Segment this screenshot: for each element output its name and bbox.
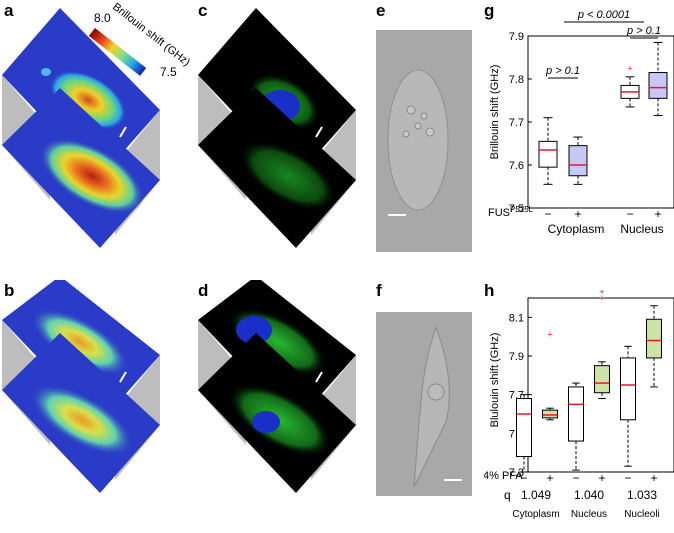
x-tick-sign: + [598, 471, 605, 485]
y-tick-label: 7.3 [509, 467, 524, 479]
brightfield-panel-f [376, 312, 472, 496]
box-body [538, 140, 558, 168]
colorbar [88, 28, 147, 76]
y-tick-label: 7.9 [509, 31, 524, 43]
boxplot-panel-h: Blulouin shift (GHz) 7.37.57.77.98.1−++−… [484, 287, 674, 520]
panel-label-f: f [376, 281, 382, 300]
y-tick-label: 8.1 [509, 312, 524, 324]
brillouin-map-panel-a: 8.0 7.5 Brillouin shift (GHz) [2, 1, 192, 248]
nucleus-stain [252, 411, 280, 433]
plot-frame [527, 297, 674, 473]
x-tick-sign: + [650, 471, 657, 485]
plot-frame [527, 35, 674, 209]
scale-bar [119, 126, 127, 138]
pfa-label: 4% PFA [484, 470, 523, 482]
y-axis-label: Blulouin shift (GHz) [489, 333, 501, 428]
significance-label: p > 0.1 [545, 65, 580, 77]
q-value-cytoplasm: 1.049 [521, 488, 551, 502]
cell-outline [413, 325, 450, 488]
brillouin-map-panel-b [2, 280, 160, 493]
box-body [568, 145, 588, 177]
scale-bar [119, 371, 127, 383]
panel-label-c: c [198, 1, 208, 20]
plot-area: 7.5 7.6 7.7 7.8 7.9 − + + − + p > 0.1 p > 0.1 p < 0.… [509, 9, 674, 221]
x-tick-sign: + [574, 207, 581, 221]
group-label-nucleoli: Nucleoli [624, 509, 660, 520]
y-tick-label: 7.8 [509, 74, 524, 86]
y-tick-label: 7.5 [509, 203, 524, 215]
group-label-nucleus: Nucleus [571, 509, 607, 520]
brightfield-panel-e [376, 30, 472, 252]
panel-label-h: h [484, 281, 495, 300]
y-tick-label: 7.7 [509, 117, 524, 129]
panel-label-e: e [376, 1, 386, 20]
fus-label: FUSP525L [488, 205, 534, 219]
box-body [516, 398, 532, 458]
box-body [568, 386, 584, 442]
q-value-nucleus: 1.040 [574, 488, 604, 502]
box-body [620, 357, 636, 421]
group-label-cytoplasm: Cytoplasm [548, 222, 605, 236]
x-tick-sign: − [572, 471, 579, 485]
group-label-nucleus: Nucleus [620, 222, 663, 236]
box-outlier: + [599, 293, 604, 303]
x-tick-sign: − [544, 207, 551, 221]
scale-bar [315, 469, 323, 481]
panel-label-g: g [484, 1, 495, 20]
panel-label-b: b [4, 281, 15, 300]
plot-area: 7.37.57.77.98.1−++−+++−+ [509, 287, 674, 485]
nucleus-stain [236, 316, 272, 344]
group-label-cytoplasm: Cytoplasm [512, 509, 559, 520]
x-tick-sign: + [546, 471, 553, 485]
significance-label: p < 0.0001 [577, 9, 630, 21]
y-tick-label: 7.6 [509, 160, 524, 172]
box-outlier: + [627, 63, 632, 73]
q-label: q [504, 488, 511, 502]
scale-bar [119, 469, 127, 481]
x-tick-sign: + [654, 207, 661, 221]
colorbar-min-label: 7.5 [160, 65, 177, 79]
q-value-nucleoli: 1.033 [627, 488, 657, 502]
panel-label-a: a [4, 1, 14, 20]
y-tick-label: 7.9 [509, 351, 524, 363]
box-body [646, 318, 662, 359]
box-body [542, 409, 558, 419]
scale-bar [315, 226, 323, 238]
scale-bar [119, 226, 127, 238]
x-tick-sign: − [520, 471, 527, 485]
fluorescence-panel-d [198, 280, 356, 493]
scale-bar [315, 371, 323, 383]
panel-label-d: d [198, 281, 209, 300]
box-body [648, 72, 668, 99]
scale-bar [315, 126, 323, 138]
fluorescence-panel-c [198, 8, 356, 248]
boxplot-panel-g: Brillouin shift (GHz) 7.5 7.6 7.7 7.8 7.9 − + +… [488, 9, 674, 236]
colorbar-max-label: 8.0 [94, 11, 111, 25]
y-axis-label: Brillouin shift (GHz) [489, 65, 501, 160]
x-tick-sign: − [626, 207, 633, 221]
box-outlier: + [599, 287, 604, 297]
x-tick-sign: − [624, 471, 631, 485]
box-body [594, 365, 610, 394]
box-outlier: + [547, 330, 552, 340]
significance-label: p > 0.1 [626, 25, 661, 37]
cell-outline [387, 69, 449, 211]
